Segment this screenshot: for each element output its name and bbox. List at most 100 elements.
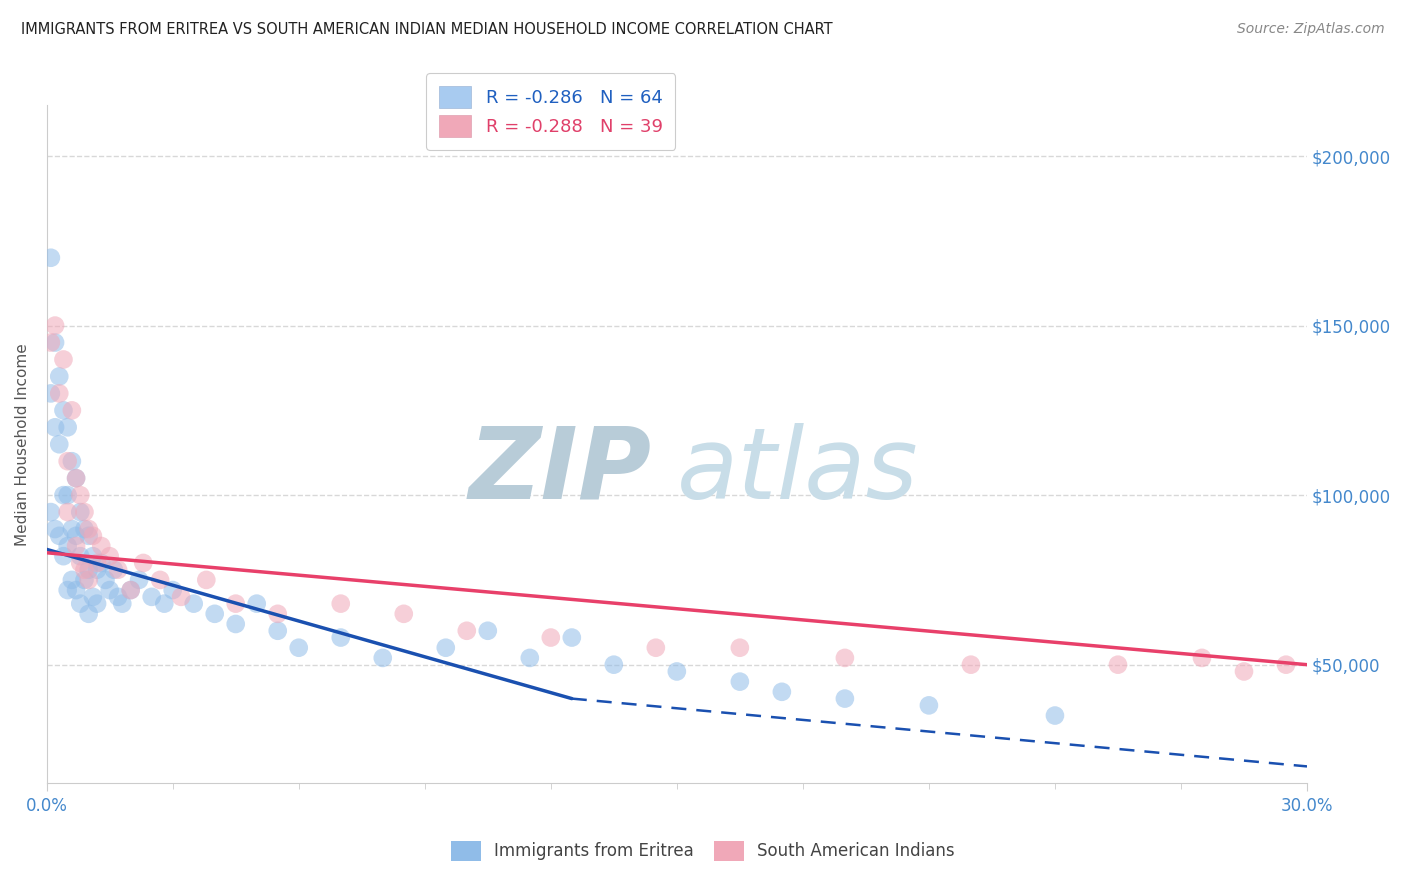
Point xyxy=(434,640,457,655)
Y-axis label: Median Household Income: Median Household Income xyxy=(15,343,30,546)
Point xyxy=(77,522,100,536)
Point xyxy=(39,505,62,519)
Point xyxy=(65,471,87,485)
Point xyxy=(477,624,499,638)
Point xyxy=(56,583,79,598)
Point xyxy=(540,631,562,645)
Point xyxy=(73,573,96,587)
Point xyxy=(519,651,541,665)
Point xyxy=(111,597,134,611)
Point xyxy=(44,420,66,434)
Point xyxy=(44,318,66,333)
Point xyxy=(69,488,91,502)
Point xyxy=(52,403,75,417)
Point xyxy=(60,454,83,468)
Point xyxy=(149,573,172,587)
Point xyxy=(90,556,112,570)
Point xyxy=(73,563,96,577)
Text: ZIP: ZIP xyxy=(468,423,651,520)
Point xyxy=(86,563,108,577)
Point xyxy=(56,454,79,468)
Point xyxy=(86,556,108,570)
Point xyxy=(60,403,83,417)
Point xyxy=(371,651,394,665)
Point xyxy=(60,522,83,536)
Point xyxy=(65,539,87,553)
Point xyxy=(132,556,155,570)
Point xyxy=(48,529,70,543)
Point xyxy=(82,549,104,564)
Point xyxy=(98,549,121,564)
Point xyxy=(52,549,75,564)
Text: Source: ZipAtlas.com: Source: ZipAtlas.com xyxy=(1237,22,1385,37)
Point xyxy=(225,597,247,611)
Point xyxy=(69,549,91,564)
Point xyxy=(56,505,79,519)
Point xyxy=(90,539,112,553)
Point xyxy=(73,505,96,519)
Point xyxy=(195,573,218,587)
Point xyxy=(120,583,142,598)
Point xyxy=(162,583,184,598)
Point xyxy=(39,251,62,265)
Point xyxy=(52,488,75,502)
Point xyxy=(728,674,751,689)
Point xyxy=(77,573,100,587)
Point xyxy=(1191,651,1213,665)
Point xyxy=(82,590,104,604)
Point xyxy=(267,624,290,638)
Point xyxy=(170,590,193,604)
Point xyxy=(287,640,309,655)
Point xyxy=(141,590,163,604)
Point xyxy=(183,597,205,611)
Point xyxy=(1233,665,1256,679)
Point xyxy=(69,597,91,611)
Text: atlas: atlas xyxy=(676,423,918,520)
Point xyxy=(1275,657,1298,672)
Point xyxy=(770,685,793,699)
Point xyxy=(48,369,70,384)
Point xyxy=(1107,657,1129,672)
Point xyxy=(94,573,117,587)
Point xyxy=(52,352,75,367)
Point xyxy=(153,597,176,611)
Point xyxy=(918,698,941,713)
Point xyxy=(82,529,104,543)
Point xyxy=(86,597,108,611)
Point xyxy=(48,386,70,401)
Point xyxy=(107,590,129,604)
Point xyxy=(644,640,666,655)
Point xyxy=(39,386,62,401)
Point xyxy=(120,583,142,598)
Point xyxy=(44,522,66,536)
Point xyxy=(65,529,87,543)
Point xyxy=(56,420,79,434)
Point xyxy=(267,607,290,621)
Point xyxy=(329,631,352,645)
Point xyxy=(77,607,100,621)
Point xyxy=(60,573,83,587)
Point xyxy=(69,556,91,570)
Point xyxy=(392,607,415,621)
Point xyxy=(204,607,226,621)
Point xyxy=(77,529,100,543)
Point xyxy=(56,539,79,553)
Point xyxy=(246,597,269,611)
Point xyxy=(107,563,129,577)
Legend: Immigrants from Eritrea, South American Indians: Immigrants from Eritrea, South American … xyxy=(444,834,962,868)
Point xyxy=(1043,708,1066,723)
Point xyxy=(728,640,751,655)
Point xyxy=(960,657,983,672)
Point xyxy=(77,563,100,577)
Point xyxy=(73,522,96,536)
Point xyxy=(39,335,62,350)
Point xyxy=(665,665,688,679)
Point xyxy=(603,657,626,672)
Point xyxy=(329,597,352,611)
Point xyxy=(561,631,583,645)
Point xyxy=(128,573,150,587)
Point xyxy=(48,437,70,451)
Point xyxy=(225,617,247,632)
Legend: R = -0.286   N = 64, R = -0.288   N = 39: R = -0.286 N = 64, R = -0.288 N = 39 xyxy=(426,73,675,150)
Text: IMMIGRANTS FROM ERITREA VS SOUTH AMERICAN INDIAN MEDIAN HOUSEHOLD INCOME CORRELA: IMMIGRANTS FROM ERITREA VS SOUTH AMERICA… xyxy=(21,22,832,37)
